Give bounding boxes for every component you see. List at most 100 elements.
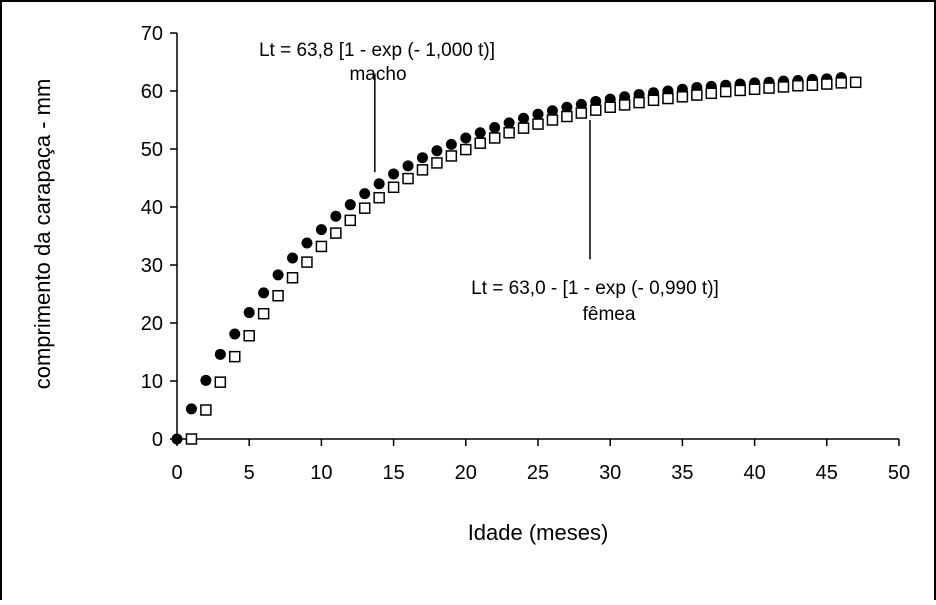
data-point-macho	[489, 122, 501, 134]
data-point-femea	[532, 118, 544, 130]
x-tick-label: 30	[599, 462, 621, 484]
annotation-label-femea: fêmea	[583, 304, 636, 325]
data-point-macho	[229, 328, 241, 340]
x-tick-label: 15	[382, 462, 404, 484]
data-point-femea	[460, 143, 472, 156]
data-point-femea	[705, 87, 718, 100]
data-point-macho	[546, 105, 558, 117]
data-point-femea	[618, 99, 631, 111]
data-point-femea	[792, 80, 804, 92]
data-point-femea	[257, 307, 270, 320]
data-point-macho	[344, 199, 356, 211]
data-point-femea	[315, 240, 328, 253]
data-point-femea	[777, 81, 790, 93]
data-point-femea	[330, 227, 342, 239]
y-tick-label: 10	[141, 371, 163, 393]
x-tick-label: 0	[171, 462, 182, 484]
data-point-femea	[344, 214, 357, 227]
y-tick-label: 60	[141, 81, 163, 103]
data-point-femea	[214, 376, 227, 388]
data-point-femea	[561, 110, 573, 123]
data-point-femea	[546, 114, 559, 126]
data-point-macho	[171, 433, 183, 445]
data-point-femea	[590, 104, 602, 116]
data-point-macho	[315, 224, 327, 236]
data-point-femea	[445, 150, 458, 162]
data-point-femea	[243, 330, 255, 342]
data-point-macho	[402, 160, 414, 172]
y-tick-label: 70	[141, 23, 163, 45]
data-point-femea	[849, 76, 862, 89]
x-tick-label: 35	[671, 462, 693, 484]
x-tick-label: 25	[527, 462, 549, 484]
data-point-macho	[200, 374, 212, 386]
data-point-femea	[286, 272, 299, 284]
data-point-femea	[373, 191, 385, 204]
data-point-macho	[561, 101, 573, 113]
data-point-femea	[662, 92, 674, 105]
data-point-macho	[330, 210, 342, 222]
y-tick-label: 0	[152, 429, 163, 451]
annotation-label-macho: macho	[349, 64, 406, 85]
x-tick-label: 5	[244, 462, 255, 484]
data-point-femea	[676, 91, 689, 103]
y-tick-label: 30	[141, 255, 163, 277]
data-point-femea	[185, 433, 198, 445]
data-point-macho	[518, 112, 530, 124]
data-point-femea	[200, 404, 212, 416]
data-point-macho	[287, 252, 299, 264]
data-point-macho	[532, 108, 544, 120]
data-point-femea	[358, 202, 371, 214]
data-point-macho	[258, 287, 270, 299]
data-point-macho	[185, 403, 197, 415]
data-point-femea	[431, 157, 443, 169]
x-tick-label: 45	[816, 462, 838, 484]
data-point-femea	[229, 350, 241, 363]
data-point-macho	[388, 168, 400, 180]
data-point-femea	[633, 96, 645, 109]
data-point-macho	[359, 188, 371, 200]
data-point-macho	[590, 95, 602, 107]
x-tick-label: 50	[888, 462, 910, 484]
y-tick-label: 40	[141, 197, 163, 219]
data-point-macho	[431, 145, 443, 157]
data-point-femea	[763, 82, 775, 94]
data-point-femea	[691, 89, 703, 101]
axes: 0 5 10 15 20 25 30 35 40 45 50 0 10 20 30 40 50 60 70	[141, 23, 910, 484]
y-tick-label: 20	[141, 313, 163, 335]
data-point-macho	[243, 307, 255, 319]
data-point-femea	[575, 107, 588, 119]
data-point-macho	[214, 348, 226, 360]
data-point-femea	[402, 172, 414, 185]
data-point-macho	[373, 178, 385, 190]
data-point-femea	[719, 85, 732, 98]
data-point-femea	[734, 84, 746, 97]
y-axis-label: comprimento da carapaça - mm	[30, 79, 55, 390]
data-point-femea	[272, 289, 284, 302]
x-tick-label: 40	[743, 462, 765, 484]
data-point-femea	[806, 79, 819, 91]
x-tick-label: 10	[310, 462, 332, 484]
data-point-macho	[460, 132, 472, 144]
data-point-macho	[445, 138, 457, 150]
data-point-macho	[416, 152, 428, 164]
data-point-macho	[575, 98, 587, 110]
data-point-femea	[821, 78, 833, 90]
series-layer	[171, 72, 862, 445]
data-point-femea	[647, 94, 660, 107]
data-point-femea	[474, 137, 486, 149]
data-point-macho	[301, 237, 313, 249]
data-point-femea	[503, 127, 515, 139]
data-point-femea	[748, 83, 761, 96]
data-point-femea	[517, 122, 530, 134]
data-point-femea	[301, 256, 313, 268]
data-point-femea	[835, 77, 847, 89]
annotation-layer: Lt = 63,8 [1 - exp (- 1,000 t)] macho Lt =…	[259, 40, 719, 325]
data-point-macho	[474, 127, 486, 139]
x-axis-label: Idade (meses)	[468, 520, 609, 545]
x-tick-label: 20	[455, 462, 477, 484]
data-point-femea	[416, 164, 429, 176]
y-tick-label: 50	[141, 139, 163, 161]
